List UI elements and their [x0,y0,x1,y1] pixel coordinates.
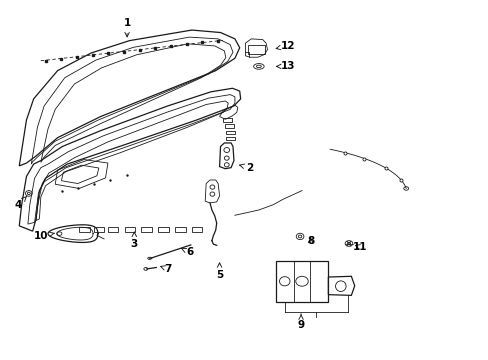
Text: 12: 12 [276,41,294,51]
Text: 5: 5 [216,263,223,280]
Bar [191,226,202,232]
Bar [158,226,168,232]
Text: 2: 2 [239,163,252,173]
Text: 10: 10 [34,231,54,241]
Bar [226,131,234,134]
Bar [124,226,135,232]
Bar [141,226,152,232]
Text: 7: 7 [160,264,171,274]
Text: 9: 9 [297,314,304,330]
Text: 1: 1 [123,18,130,37]
Bar [225,124,233,128]
Text: 13: 13 [276,62,294,71]
Bar [79,226,89,232]
Bar [93,226,104,232]
Bar [108,226,118,232]
Bar [226,137,234,140]
Text: 3: 3 [130,232,138,248]
Text: 4: 4 [15,196,27,210]
Bar [223,118,232,122]
Text: 6: 6 [181,247,193,257]
Bar [175,226,185,232]
Text: 11: 11 [352,242,367,252]
Text: 8: 8 [306,237,314,246]
Bar [248,45,264,54]
